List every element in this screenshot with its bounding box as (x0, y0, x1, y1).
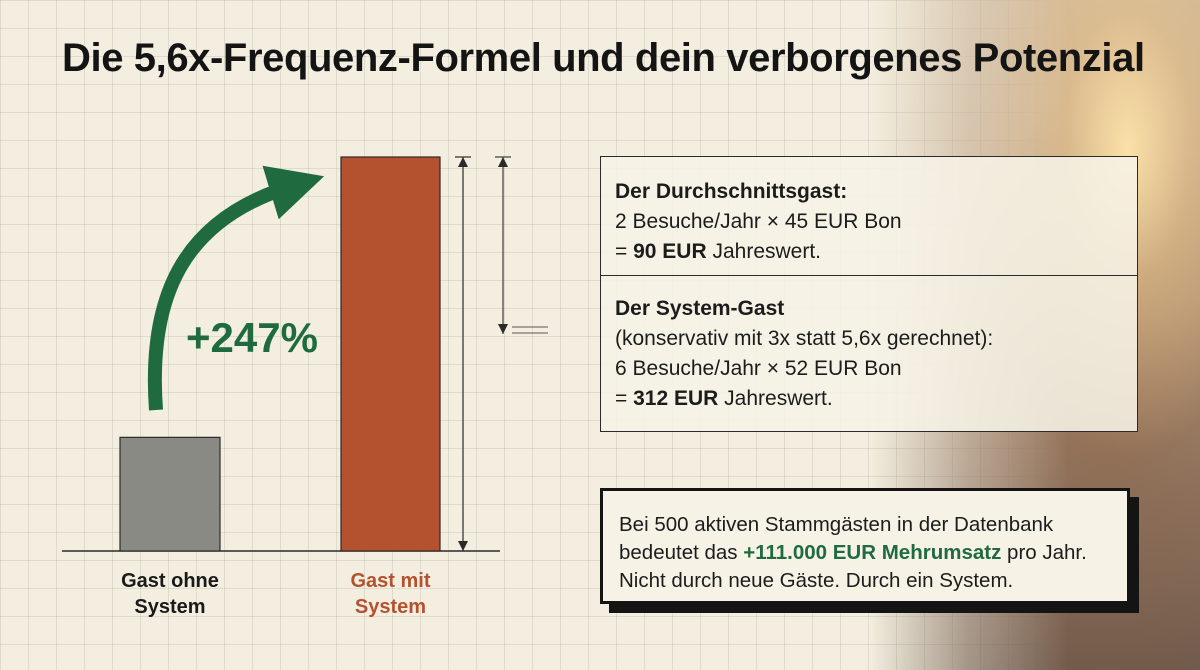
average-guest-calc: 2 Besuche/Jahr × 45 EUR Bon (615, 210, 902, 233)
summary-callout: Bei 500 aktiven Stammgästen in der Daten… (600, 488, 1130, 604)
box-divider (601, 275, 1137, 276)
average-guest-result: = 90 EUR Jahreswert. (615, 240, 822, 263)
calculation-box: Der Durchschnittsgast: 2 Besuche/Jahr × … (600, 156, 1138, 432)
revenue-highlight: +111.000 EUR Mehrumsatz (743, 541, 1002, 564)
bar-2 (340, 156, 441, 552)
partial-arrow-top (498, 157, 508, 167)
growth-label: +247% (186, 314, 318, 361)
system-guest-section: Der System-Gast (konservativ mit 3x stat… (615, 294, 993, 414)
system-guest-value: 312 EUR (633, 387, 719, 410)
category-label-1: Gast ohne System (121, 570, 219, 618)
partial-arrow-bottom (498, 324, 508, 334)
bar-chart: Gast ohne System Gast mit System +247% (62, 156, 548, 618)
dimension-arrow-bottom (458, 541, 468, 551)
average-guest-section: Der Durchschnittsgast: 2 Besuche/Jahr × … (615, 177, 902, 267)
average-guest-value: 90 EUR (633, 240, 707, 263)
bar-1 (119, 436, 221, 552)
category-label-2: Gast mit System (350, 570, 430, 618)
system-guest-calc: 6 Besuche/Jahr × 52 EUR Bon (615, 357, 902, 380)
callout-line-2: bedeutet das +111.000 EUR Mehrumsatz pro… (619, 541, 1087, 564)
average-guest-heading: Der Durchschnittsgast: (615, 180, 848, 203)
page-title: Die 5,6x-Frequenz-Formel und dein verbor… (62, 36, 1145, 80)
callout-line-3: Nicht durch neue Gäste. Durch ein System… (619, 569, 1014, 592)
growth-arrow (147, 165, 325, 411)
dimension-arrow-top (458, 157, 468, 167)
system-guest-heading: Der System-Gast (615, 297, 785, 320)
system-guest-note: (konservativ mit 3x statt 5,6x gerechnet… (615, 327, 994, 350)
system-guest-result: = 312 EUR Jahreswert. (615, 387, 833, 410)
callout-line-1: Bei 500 aktiven Stammgästen in der Daten… (619, 513, 1054, 536)
